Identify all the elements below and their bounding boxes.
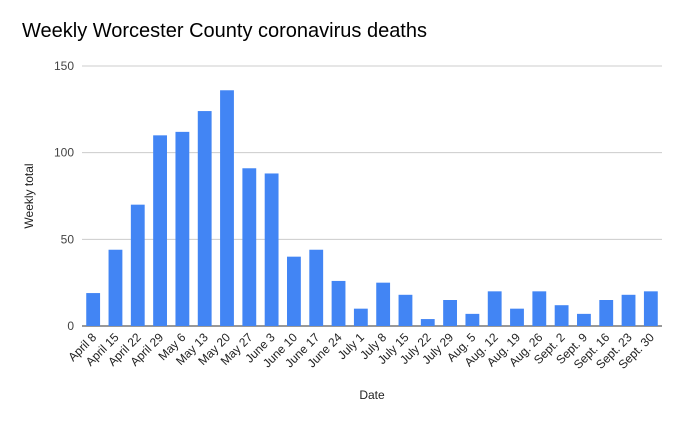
gridlines (82, 65, 662, 327)
y-tick-label: 100 (54, 146, 74, 160)
y-tick-labels: 0 50 100 150 (54, 59, 74, 333)
bar (353, 308, 368, 326)
bar (420, 319, 435, 326)
bars (86, 90, 658, 327)
bar (577, 313, 591, 326)
bar (554, 305, 569, 326)
y-axis-title: Weekly total (22, 163, 36, 228)
bar (130, 204, 145, 326)
bar (153, 135, 167, 326)
x-axis-title: Date (359, 388, 385, 402)
y-tick-label: 150 (54, 59, 74, 73)
bar (487, 291, 502, 326)
bar (287, 256, 301, 326)
bar (621, 294, 636, 326)
bar (599, 300, 614, 326)
bar (175, 131, 190, 326)
bar (309, 249, 324, 326)
bar (643, 291, 658, 326)
bar (197, 111, 212, 326)
bar (242, 168, 257, 326)
y-tick-label: 0 (67, 319, 74, 333)
bar (220, 90, 234, 327)
chart-title: Weekly Worcester County coronavirus deat… (22, 20, 427, 42)
bar (86, 293, 101, 326)
bar (331, 280, 346, 326)
bar (443, 300, 457, 326)
bar (108, 249, 123, 326)
y-tick-label: 50 (61, 232, 75, 246)
bar (465, 313, 480, 326)
bar (510, 308, 524, 326)
bar (532, 291, 547, 326)
bar (398, 294, 413, 326)
bar (376, 282, 391, 326)
bar (264, 173, 279, 326)
